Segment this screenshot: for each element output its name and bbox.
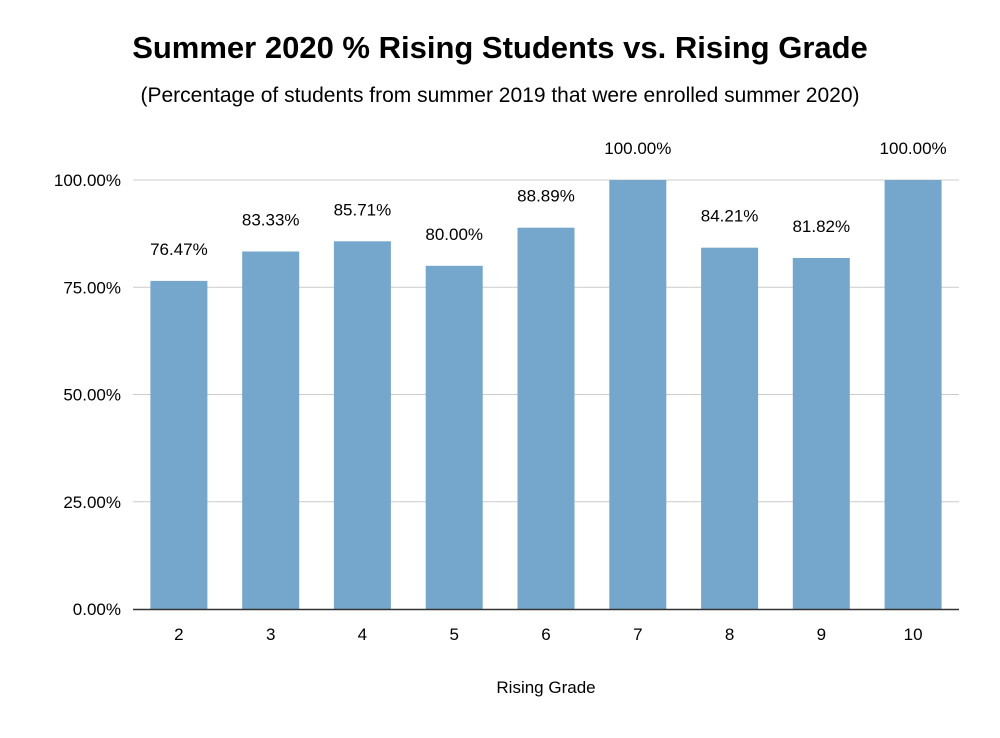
data-label-grade-9: 81.82%: [792, 217, 850, 236]
x-tick-label: 9: [817, 625, 826, 644]
data-labels: 76.47% 83.33% 85.71% 80.00% 88.89% 100.00% 84.…: [150, 139, 947, 259]
data-label-grade-4: 85.71%: [334, 200, 392, 219]
y-axis-ticks: 0.00% 25.00% 50.00% 75.00% 100.00%: [54, 171, 121, 619]
chart-title: Summer 2020 % Rising Students vs. Rising…: [132, 30, 868, 65]
data-label-grade-5: 80.00%: [425, 225, 483, 244]
x-tick-label: 6: [541, 625, 550, 644]
y-tick-label: 100.00%: [54, 171, 121, 190]
bar-grade-8: [701, 247, 759, 609]
bar-grade-6: [517, 227, 575, 609]
data-label-grade-7: 100.00%: [604, 139, 671, 158]
bars: [150, 180, 942, 610]
x-tick-label: 2: [174, 625, 183, 644]
bar-grade-3: [242, 251, 300, 609]
x-tick-label: 5: [449, 625, 458, 644]
bar-grade-7: [609, 180, 667, 609]
data-label-grade-8: 84.21%: [701, 207, 759, 226]
bar-grade-10: [884, 180, 942, 609]
data-label-grade-10: 100.00%: [880, 139, 947, 158]
bar-grade-2: [150, 280, 208, 609]
bar-grade-4: [333, 241, 391, 610]
x-tick-label: 4: [358, 625, 367, 644]
bar-grade-5: [425, 265, 483, 609]
x-tick-label: 8: [725, 625, 734, 644]
y-tick-label: 75.00%: [63, 278, 121, 297]
y-tick-label: 0.00%: [73, 600, 121, 619]
chart-subtitle: (Percentage of students from summer 2019…: [140, 84, 860, 107]
x-tick-label: 7: [633, 625, 642, 644]
x-axis-ticks: 2 3 4 5 6 7 8 9 10: [174, 625, 922, 644]
data-label-grade-6: 88.89%: [517, 187, 575, 206]
data-label-grade-2: 76.47%: [150, 240, 208, 259]
bar-grade-9: [792, 258, 850, 609]
data-label-grade-3: 83.33%: [242, 211, 300, 230]
x-tick-label: 10: [904, 625, 923, 644]
x-tick-label: 3: [266, 625, 275, 644]
y-tick-label: 50.00%: [63, 386, 121, 405]
x-axis-title: Rising Grade: [496, 678, 595, 697]
y-tick-label: 25.00%: [63, 493, 121, 512]
